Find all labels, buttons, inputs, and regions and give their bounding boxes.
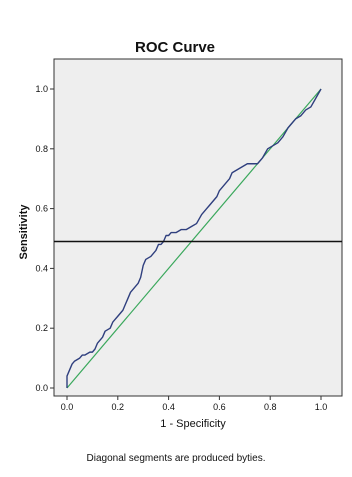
x-tick-label: 0.6 (213, 402, 226, 412)
x-axis-title: 1 - Specificity (160, 418, 226, 430)
x-tick-label: 0.8 (264, 402, 277, 412)
y-axis: 0.0 0.2 0.4 0.6 0.8 1.0 (35, 84, 54, 393)
roc-curve-line (66, 88, 322, 388)
x-tick-label: 0.4 (162, 402, 175, 412)
chart-title: ROC Curve (135, 39, 215, 56)
series-layer (54, 88, 342, 389)
y-tick-label: 0.0 (35, 383, 48, 393)
y-tick-label: 0.8 (35, 144, 48, 154)
y-tick-label: 0.6 (35, 204, 48, 214)
x-tick-label: 1.0 (315, 402, 328, 412)
x-tick-label: 0.2 (112, 402, 125, 412)
chart-footnote: Diagonal segments are produced byties. (87, 453, 266, 464)
plot-area (53, 58, 343, 397)
y-tick-label: 0.2 (35, 323, 48, 333)
x-axis: 0.0 0.2 0.4 0.6 0.8 1.0 (61, 396, 328, 412)
y-tick-label: 1.0 (35, 84, 48, 94)
x-tick-label: 0.0 (61, 402, 74, 412)
y-axis-title: Sensitivity (18, 204, 30, 260)
y-tick-label: 0.4 (35, 263, 48, 273)
reference-line (66, 88, 322, 389)
